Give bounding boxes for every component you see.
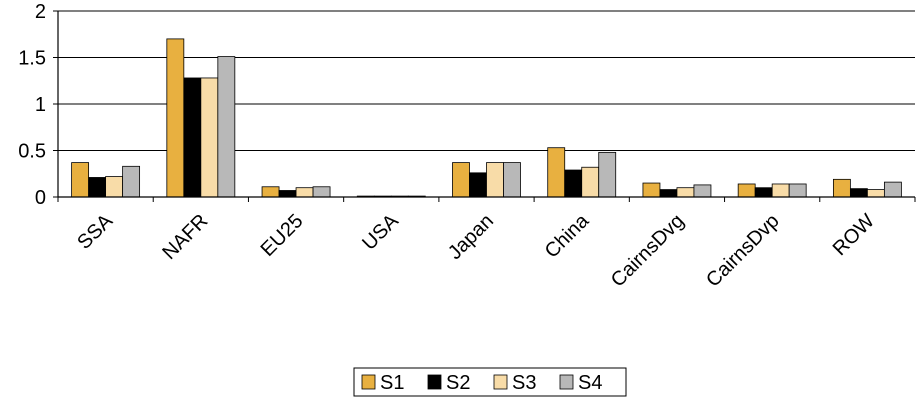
bar-s4-japan xyxy=(503,162,521,198)
bar-s1-eu25 xyxy=(261,186,280,198)
bar-s3-eu25 xyxy=(295,187,314,198)
y-tick-labels: 0 0.5 1 1.5 2 xyxy=(18,1,46,209)
x-tick-label: CairnsDvg xyxy=(607,210,689,292)
bar-s1-nafr xyxy=(166,38,185,198)
bar-s1-japan xyxy=(452,162,470,198)
bar-s2-row xyxy=(849,188,868,198)
bar-s3-japan xyxy=(486,162,504,198)
bar-s3-cairnsdvg xyxy=(676,187,695,198)
bar-s3-row xyxy=(866,189,885,198)
x-tick-label: NAFR xyxy=(158,210,212,264)
bar-s4-row xyxy=(883,181,902,198)
bar-s3-china xyxy=(581,166,600,198)
bar-s2-china xyxy=(564,169,583,198)
x-tick-labels: SSA NAFR EU25 USA Japan China CairnsDvg CairnsD… xyxy=(73,209,879,291)
bar-s4-cairnsdvp xyxy=(788,183,807,198)
legend-swatch-s3 xyxy=(493,374,508,390)
x-tick-label: SSA xyxy=(73,210,117,254)
legend-label-s3: S3 xyxy=(512,372,536,394)
legend-swatch-s4 xyxy=(559,374,574,390)
bar-s1-row xyxy=(832,178,851,198)
legend-label-s1: S1 xyxy=(380,372,404,394)
y-tick-label: 0.5 xyxy=(18,141,46,163)
y-tick-label: 1.5 xyxy=(18,48,46,70)
x-tick-label: USA xyxy=(358,210,403,255)
bar-s2-eu25 xyxy=(278,190,297,198)
legend-label-s2: S2 xyxy=(446,372,470,394)
bar-s4-eu25 xyxy=(312,186,331,198)
bar-s2-cairnsdvp xyxy=(754,187,773,198)
bar-s4-nafr xyxy=(217,56,236,198)
y-tick-label: 2 xyxy=(35,1,46,23)
x-tick-label: ROW xyxy=(829,210,879,260)
legend-swatch-s1 xyxy=(361,374,376,390)
bar-s1-ssa xyxy=(71,162,90,198)
x-tick-label: CairnsDvp xyxy=(702,210,784,292)
bar-s3-cairnsdvp xyxy=(771,183,790,198)
bar-s2-nafr xyxy=(183,77,202,198)
legend-label-s4: S4 xyxy=(578,372,602,394)
bar-s4-cairnsdvg xyxy=(693,184,712,198)
bar-s3-nafr xyxy=(200,77,219,198)
bars xyxy=(71,38,902,198)
bar-s1-cairnsdvp xyxy=(737,183,756,198)
bar-s1-china xyxy=(547,147,566,198)
axes xyxy=(53,10,916,202)
bar-s3-ssa xyxy=(105,176,124,198)
bar-s2-cairnsdvg xyxy=(659,189,678,198)
bar-s4-ssa xyxy=(122,165,141,198)
bar-s1-cairnsdvg xyxy=(642,182,661,198)
y-tick-label: 1 xyxy=(35,94,46,116)
x-tick-label: Japan xyxy=(444,210,498,264)
x-tick-label: China xyxy=(541,209,594,262)
bar-s2-ssa xyxy=(88,177,107,198)
legend-box xyxy=(353,367,627,397)
x-tick-label: EU25 xyxy=(257,210,308,261)
bar-s4-china xyxy=(598,151,617,198)
legend: S1 S2 S3 S4 xyxy=(353,367,627,397)
bar-s2-japan xyxy=(469,172,487,198)
y-tick-label: 0 xyxy=(35,187,46,209)
legend-swatch-s2 xyxy=(427,374,442,390)
